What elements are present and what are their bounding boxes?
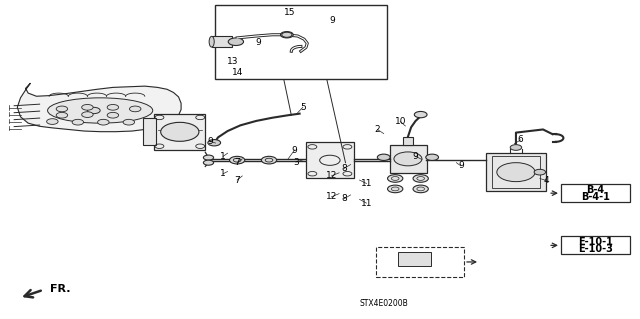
- Text: 14: 14: [232, 68, 243, 77]
- Text: E-10-1: E-10-1: [578, 237, 612, 247]
- Circle shape: [204, 155, 214, 160]
- Bar: [154, 114, 205, 150]
- Text: B-4-1: B-4-1: [581, 192, 610, 202]
- Circle shape: [497, 163, 535, 182]
- Text: 10: 10: [394, 117, 406, 126]
- Circle shape: [161, 122, 199, 141]
- Text: 9: 9: [255, 38, 261, 47]
- Text: 9: 9: [413, 152, 419, 161]
- Bar: [486, 153, 546, 191]
- Bar: [306, 142, 354, 178]
- Circle shape: [394, 152, 422, 166]
- Circle shape: [82, 112, 93, 117]
- Polygon shape: [17, 84, 181, 132]
- Text: 1: 1: [220, 169, 226, 178]
- Text: FR.: FR.: [50, 284, 70, 294]
- Bar: [215, 4, 387, 79]
- Text: B-4: B-4: [586, 185, 604, 195]
- Text: STX4E0200B: STX4E0200B: [359, 299, 408, 308]
- Circle shape: [204, 160, 214, 165]
- Text: 11: 11: [361, 179, 372, 188]
- Circle shape: [426, 154, 438, 160]
- Text: 9: 9: [330, 16, 335, 25]
- Circle shape: [82, 105, 93, 110]
- Circle shape: [413, 185, 428, 193]
- Circle shape: [107, 105, 118, 110]
- Text: 11: 11: [361, 199, 372, 208]
- Text: 5: 5: [300, 103, 306, 112]
- Circle shape: [129, 106, 141, 112]
- Circle shape: [261, 156, 276, 164]
- Text: 15: 15: [284, 8, 296, 17]
- Circle shape: [107, 112, 118, 118]
- Bar: [212, 36, 232, 48]
- Ellipse shape: [47, 98, 153, 123]
- Text: 6: 6: [518, 135, 524, 145]
- Circle shape: [88, 107, 100, 114]
- Circle shape: [388, 175, 403, 182]
- Text: 7: 7: [234, 175, 240, 185]
- Text: 2: 2: [374, 125, 380, 134]
- Circle shape: [98, 119, 109, 125]
- Ellipse shape: [209, 36, 214, 47]
- Bar: [403, 137, 413, 145]
- Circle shape: [72, 119, 84, 125]
- Circle shape: [413, 175, 428, 182]
- Circle shape: [388, 185, 403, 193]
- Text: 8: 8: [341, 194, 347, 203]
- Text: E-10-3: E-10-3: [578, 244, 612, 254]
- Circle shape: [123, 119, 134, 125]
- Circle shape: [56, 112, 68, 118]
- Circle shape: [534, 169, 545, 175]
- Text: 13: 13: [227, 57, 239, 66]
- Text: 7: 7: [234, 158, 240, 167]
- Circle shape: [414, 111, 427, 118]
- Text: 9: 9: [292, 145, 298, 154]
- Text: 12: 12: [326, 192, 337, 201]
- Circle shape: [208, 140, 221, 146]
- Bar: [390, 145, 427, 173]
- Circle shape: [56, 106, 68, 112]
- Bar: [492, 156, 540, 188]
- Text: 3: 3: [293, 158, 299, 167]
- Bar: [561, 236, 630, 254]
- Bar: [398, 252, 431, 266]
- Circle shape: [230, 156, 245, 164]
- Text: 8: 8: [341, 164, 347, 173]
- Bar: [376, 248, 464, 277]
- Circle shape: [510, 145, 522, 150]
- Text: 9: 9: [458, 161, 464, 170]
- Text: 12: 12: [326, 171, 337, 181]
- Circle shape: [47, 119, 58, 124]
- Bar: [561, 184, 630, 202]
- Text: 1: 1: [220, 152, 226, 161]
- Text: 4: 4: [544, 176, 550, 185]
- Circle shape: [378, 154, 390, 160]
- Text: 9: 9: [207, 137, 212, 146]
- Circle shape: [228, 38, 244, 46]
- Bar: [143, 118, 156, 145]
- Circle shape: [280, 32, 293, 38]
